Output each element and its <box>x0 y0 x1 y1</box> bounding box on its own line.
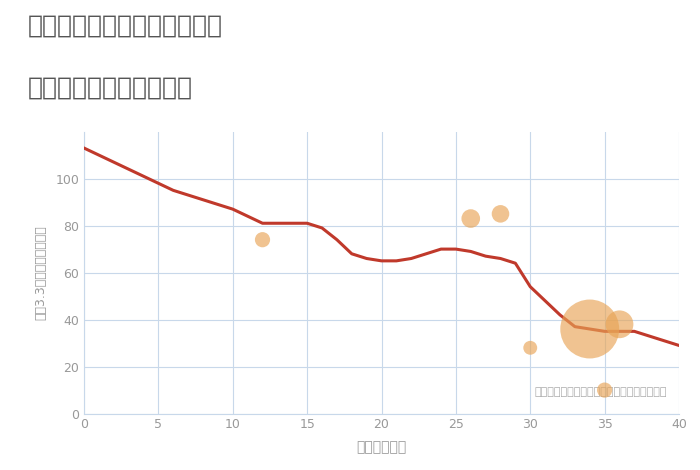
Point <box>584 325 595 333</box>
Point <box>614 321 625 328</box>
X-axis label: 築年数（年）: 築年数（年） <box>356 440 407 454</box>
Text: 奈良県生駒市東生駒月見町の: 奈良県生駒市東生駒月見町の <box>28 14 223 38</box>
Y-axis label: 坪（3.3㎡）単価（万円）: 坪（3.3㎡）単価（万円） <box>34 225 47 320</box>
Point <box>495 210 506 218</box>
Text: 円の大きさは、取引のあった物件面積を示す: 円の大きさは、取引のあった物件面積を示す <box>535 387 667 397</box>
Point <box>525 344 536 352</box>
Point <box>465 215 476 222</box>
Point <box>257 236 268 243</box>
Point <box>599 386 610 394</box>
Text: 築年数別中古戸建て価格: 築年数別中古戸建て価格 <box>28 75 193 99</box>
